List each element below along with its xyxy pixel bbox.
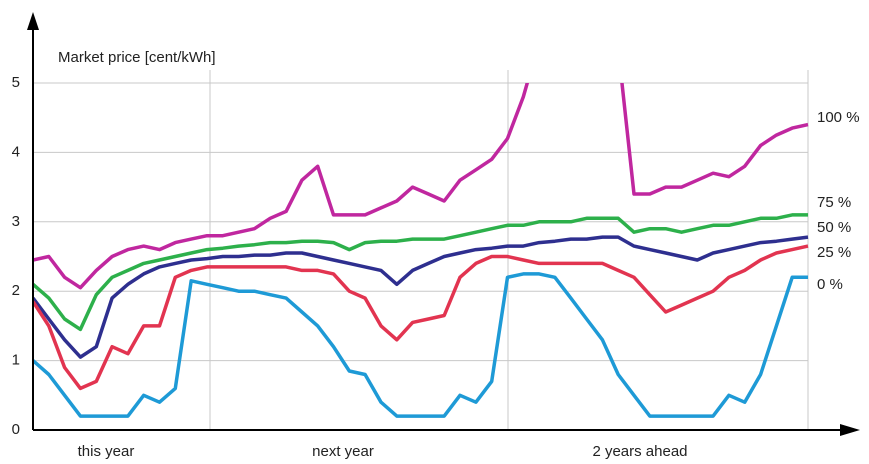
y-tick-label: 0: [12, 421, 20, 438]
series-line: [33, 213, 808, 332]
x-period-label: 2 years ahead: [592, 443, 687, 460]
x-period-label: this year: [78, 443, 135, 460]
y-tick-label: 2: [12, 282, 20, 299]
legend-label: 100 %: [817, 109, 860, 126]
x-axis-arrow: [840, 424, 860, 436]
y-axis-label: Market price [cent/kWh]: [58, 49, 216, 66]
series-line: [33, 244, 809, 391]
y-axis-arrow: [27, 12, 39, 30]
x-period-label: next year: [312, 443, 374, 460]
series-line: [33, 83, 809, 290]
legend-label: 25 %: [817, 244, 851, 261]
series-line: [33, 235, 809, 359]
series-line: [33, 272, 808, 418]
y-tick-label: 1: [12, 352, 20, 369]
legend-label: 75 %: [817, 194, 851, 211]
y-tick-label: 3: [12, 213, 20, 230]
y-tick-label: 4: [12, 143, 20, 160]
y-tick-label: 5: [12, 74, 20, 91]
legend-label: 50 %: [817, 219, 851, 236]
legend-label: 0 %: [817, 276, 843, 293]
